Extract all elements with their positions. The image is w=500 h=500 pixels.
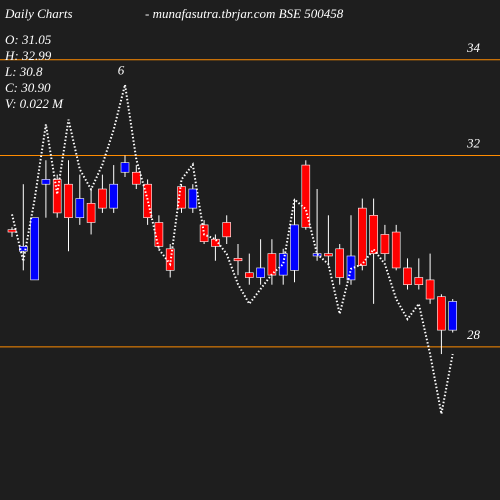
candle-body [267, 253, 277, 276]
info-line: O: 31.05 [5, 32, 52, 47]
candle-body [324, 253, 333, 257]
candle-body [301, 164, 311, 228]
candle-body [120, 162, 130, 173]
y-tick-label: 28 [467, 327, 481, 342]
candle-body [245, 272, 254, 278]
info-line: L: 30.8 [4, 64, 43, 79]
candle-body [143, 183, 152, 219]
candle-body [233, 258, 243, 262]
plot [0, 59, 500, 415]
candle-body [154, 222, 164, 247]
candle-body [86, 203, 96, 223]
candle-body [425, 279, 435, 300]
annotation: 6 [118, 63, 125, 78]
chart-title: Daily Charts [4, 6, 73, 21]
candle-body [30, 217, 39, 281]
candle-body [290, 224, 299, 271]
info-line: V: 0.022 M [5, 96, 64, 111]
candle-body [403, 267, 412, 285]
candle-body [414, 277, 424, 285]
info-line: C: 30.90 [5, 80, 51, 95]
candle-body [52, 179, 62, 214]
candle-body [380, 234, 390, 254]
candle-body [177, 186, 186, 209]
candle-body [256, 267, 265, 278]
candle-body [369, 215, 378, 254]
candle-body [188, 188, 198, 209]
candle-body [98, 188, 107, 209]
candle-body [165, 248, 175, 271]
candle-body [222, 222, 231, 238]
candle-body [335, 248, 345, 278]
candle-body [75, 198, 85, 219]
candle-body [7, 229, 17, 233]
info-line: H: 32.99 [4, 48, 52, 63]
candle-body [109, 183, 118, 209]
candle-body [211, 238, 220, 247]
candle-body [357, 207, 367, 266]
candle-body [41, 179, 51, 185]
candle-body [278, 253, 288, 276]
candle-body [437, 296, 446, 331]
indicator-line [11, 84, 454, 415]
y-tick-label: 32 [466, 136, 481, 151]
y-tick-label: 34 [466, 40, 481, 55]
candle-body [199, 224, 209, 242]
candle-body [132, 171, 141, 185]
chart-subtitle: - munafasutra.tbrjar.com BSE 500458 [145, 6, 344, 21]
candle-body [448, 301, 458, 331]
candle-body [391, 231, 401, 269]
candle-body [64, 183, 73, 219]
